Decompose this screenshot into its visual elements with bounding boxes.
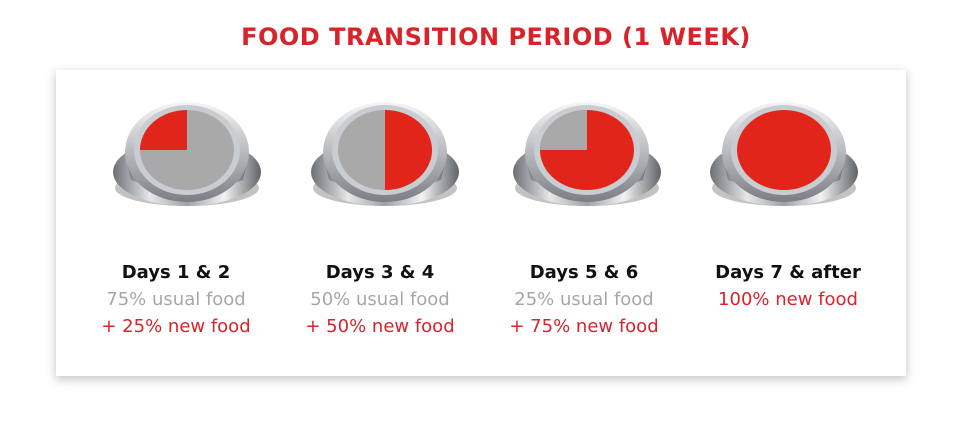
bowl [113, 102, 261, 206]
new-share: + 25% new food [101, 316, 250, 337]
title: FOOD TRANSITION PERIOD (1 WEEK) [241, 23, 751, 51]
days-label: Days 7 & after [715, 262, 861, 283]
bowl [311, 102, 459, 206]
new-share: + 75% new food [509, 316, 658, 337]
days-label: Days 1 & 2 [122, 262, 231, 283]
bowl [513, 102, 661, 206]
new-share: + 50% new food [305, 316, 454, 337]
days-label: Days 3 & 4 [326, 262, 435, 283]
usual-share: 75% usual food [106, 289, 245, 310]
usual-share: 50% usual food [310, 289, 449, 310]
bowl [710, 102, 858, 206]
usual-share: 25% usual food [514, 289, 653, 310]
new-share: 100% new food [718, 289, 858, 310]
days-label: Days 5 & 6 [530, 262, 639, 283]
